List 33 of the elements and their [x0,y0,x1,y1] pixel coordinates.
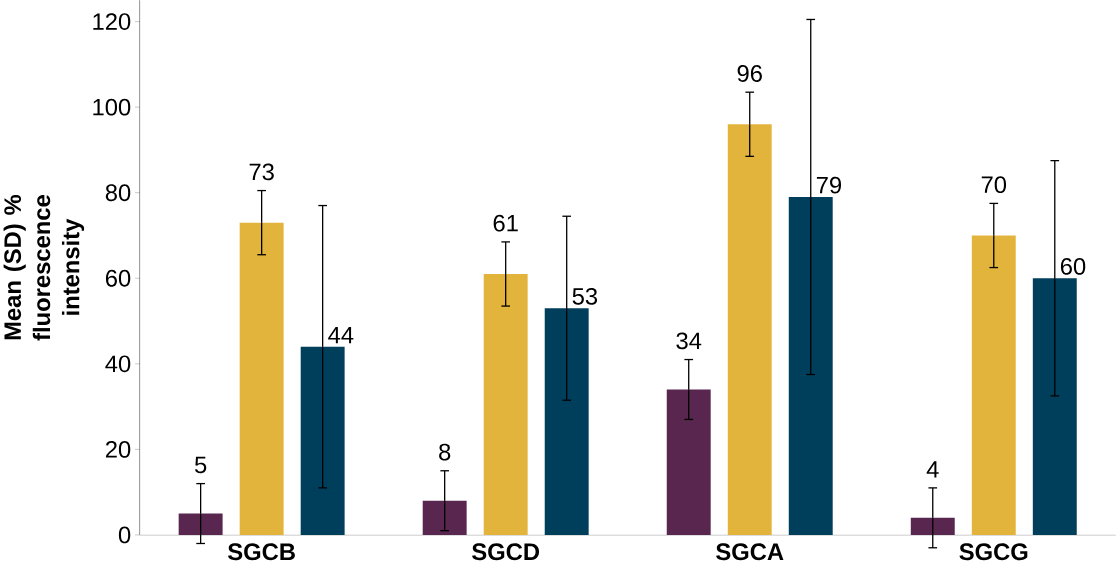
data-label: 60 [1060,258,1086,275]
data-label: 70 [981,176,1007,194]
y-tick-label: 100 [93,98,131,116]
bar [1032,278,1077,536]
data-label: 73 [249,163,274,181]
bar [666,389,711,536]
y-tick-label: 20 [105,441,131,458]
data-label: 44 [328,326,354,344]
x-tick-label: SGCB [227,543,295,561]
data-label: 34 [676,332,702,350]
bar [178,513,223,536]
bar [971,235,1016,536]
data-label: 79 [816,176,842,194]
bar [483,274,528,536]
bar [239,222,284,536]
bar [727,124,772,536]
data-label: 61 [493,214,518,232]
data-label: 96 [737,65,762,82]
y-tick-label: 40 [105,355,131,373]
y-axis-title: Mean (SD) % fluorescence intensity [3,195,85,341]
y-tick-label: 0 [118,526,131,544]
y-tick-label: 60 [105,269,131,287]
data-label: 4 [926,461,939,478]
x-tick-label: SGCG [959,543,1028,561]
data-label: 53 [572,288,598,305]
x-tick-label: SGCD [472,543,540,561]
data-label: 5 [194,456,207,474]
y-tick-label: 80 [105,184,131,202]
bar [910,517,955,536]
data-label: 8 [439,443,451,461]
y-tick-label: 120 [93,13,131,31]
bar [544,308,589,536]
x-tick-label: SGCA [716,543,784,561]
